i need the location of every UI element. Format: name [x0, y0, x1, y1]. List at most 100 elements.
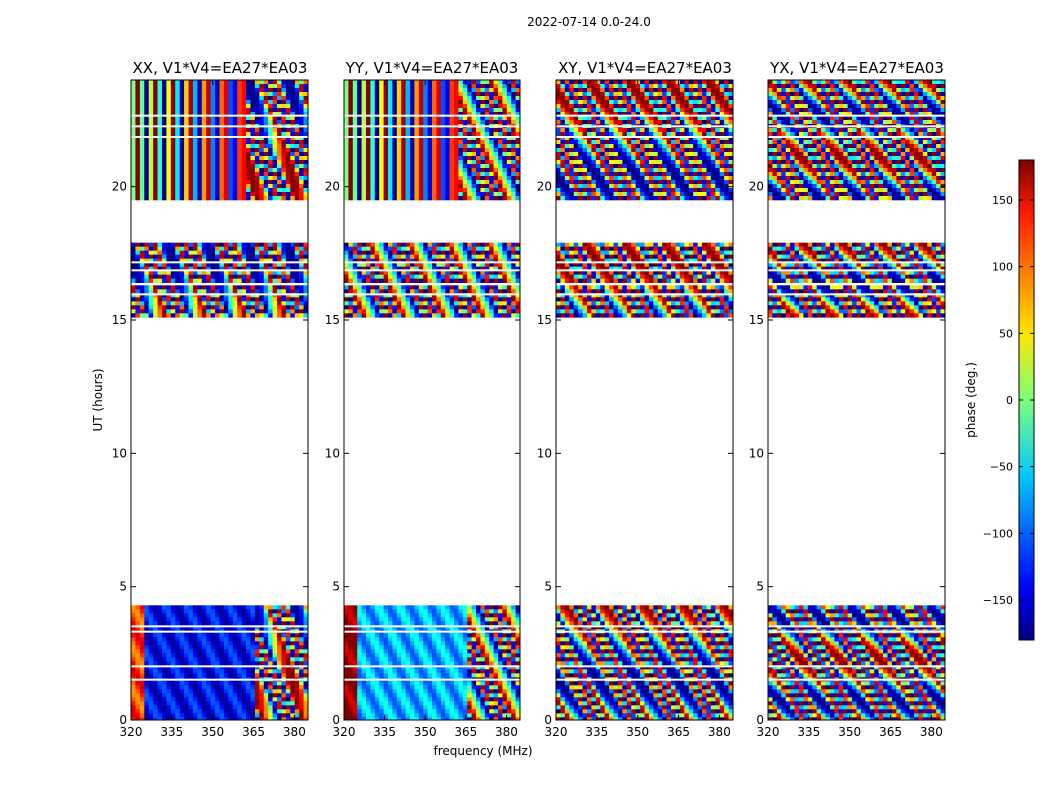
heatmap-cell	[170, 717, 176, 721]
heatmap-cell	[148, 132, 154, 137]
heatmap-cell	[436, 649, 442, 654]
heatmap-cell	[228, 669, 234, 674]
heatmap-cell	[175, 305, 180, 310]
heatmap-cell	[370, 665, 376, 670]
heatmap-cell	[299, 685, 304, 690]
heatmap-cell	[458, 709, 464, 714]
heatmap-cell	[476, 657, 481, 662]
heatmap-cell	[480, 305, 486, 310]
heatmap-cell	[153, 669, 158, 674]
heatmap-cell	[192, 301, 198, 306]
heatmap-cell	[268, 705, 273, 710]
heatmap-cell	[201, 96, 207, 101]
heatmap-cell	[184, 289, 189, 294]
heatmap-cell	[299, 132, 304, 137]
heatmap-cell	[436, 673, 442, 678]
heatmap-cell	[175, 705, 180, 710]
heatmap-cell	[175, 669, 180, 674]
heatmap-cell	[268, 309, 273, 314]
heatmap-cell	[281, 84, 287, 89]
heatmap-cell	[272, 258, 278, 263]
heatmap-cell	[418, 254, 424, 259]
heatmap-cell	[303, 172, 309, 177]
heatmap-cell	[493, 274, 499, 279]
heatmap-cell	[383, 246, 389, 251]
heatmap-cell	[259, 293, 265, 298]
heatmap-cell	[161, 657, 167, 662]
heatmap-cell	[241, 297, 247, 302]
heatmap-cell	[232, 697, 238, 702]
heatmap-cell	[423, 242, 428, 247]
heatmap-cell	[259, 633, 265, 638]
heatmap-cell	[401, 250, 406, 255]
heatmap-cell	[153, 665, 158, 670]
heatmap-cell	[219, 80, 225, 85]
heatmap-cell	[184, 176, 189, 181]
heatmap-cell	[228, 661, 234, 666]
heatmap-cell	[352, 285, 358, 290]
heatmap-cell	[237, 100, 242, 105]
heatmap-cell	[436, 625, 442, 630]
heatmap-cell	[197, 144, 203, 149]
heatmap-cell	[232, 160, 238, 165]
heatmap-cell	[268, 293, 273, 298]
heatmap-cell	[366, 689, 371, 694]
heatmap-cell	[480, 297, 486, 302]
heatmap-cell	[170, 168, 176, 173]
heatmap-cell	[299, 100, 304, 105]
heatmap-cell	[161, 713, 167, 718]
heatmap-cell	[184, 128, 189, 133]
heatmap-cell	[219, 705, 225, 710]
heatmap-cell	[414, 689, 420, 694]
heatmap-cell	[423, 617, 428, 622]
heatmap-cell	[259, 176, 265, 181]
heatmap-cell	[361, 254, 367, 259]
heatmap-cell	[418, 250, 424, 255]
heatmap-cell	[480, 250, 486, 255]
heatmap-cell	[210, 254, 216, 259]
heatmap-cell	[237, 188, 242, 193]
heatmap-cell	[498, 305, 503, 310]
heatmap-cell	[210, 289, 216, 294]
heatmap-cell	[502, 305, 508, 310]
heatmap-cell	[440, 305, 446, 310]
heatmap-cell	[303, 192, 309, 197]
heatmap-cell	[223, 605, 229, 610]
heatmap-cell	[484, 717, 490, 721]
heatmap-cell	[144, 305, 149, 310]
heatmap-cell	[175, 192, 180, 197]
heatmap-cell	[277, 180, 282, 185]
heatmap-cell	[272, 669, 278, 674]
heatmap-cell	[502, 689, 508, 694]
heatmap-cell	[188, 713, 194, 718]
heatmap-cell	[436, 270, 442, 275]
heatmap-cell	[188, 685, 194, 690]
heatmap-cell	[254, 246, 260, 251]
heatmap-cell	[246, 653, 251, 658]
heatmap-cell	[285, 156, 291, 161]
heatmap-cell	[228, 305, 234, 310]
heatmap-cell	[303, 168, 309, 173]
heatmap-cell	[484, 657, 490, 662]
heatmap-cell	[396, 653, 402, 658]
heatmap-cell	[484, 705, 490, 710]
heatmap-cell	[246, 697, 251, 702]
heatmap-cell	[144, 653, 149, 658]
heatmap-cell	[449, 633, 455, 638]
heatmap-cell	[144, 625, 149, 630]
heatmap-cell	[144, 196, 149, 201]
heatmap-cell	[440, 665, 446, 670]
heatmap-cell	[414, 313, 420, 318]
heatmap-cell	[489, 242, 494, 247]
heatmap-cell	[344, 681, 349, 686]
heatmap-cell	[184, 645, 189, 650]
heatmap-cell	[175, 184, 180, 189]
heatmap-cell	[348, 673, 354, 678]
heatmap-cell	[219, 645, 225, 650]
heatmap-cell	[454, 713, 459, 718]
heatmap-cell	[506, 625, 512, 630]
heatmap-cell	[348, 613, 354, 618]
heatmap-cell	[241, 673, 247, 678]
heatmap-cell	[131, 285, 136, 290]
heatmap-cell	[197, 693, 203, 698]
